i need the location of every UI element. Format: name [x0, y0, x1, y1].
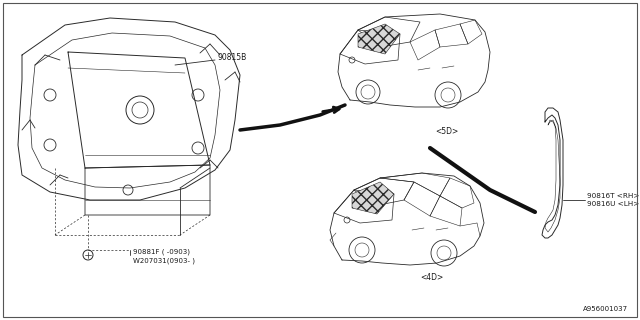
Text: 90815B: 90815B — [217, 53, 246, 62]
Polygon shape — [358, 24, 400, 54]
Text: W207031(0903- ): W207031(0903- ) — [133, 258, 195, 264]
Polygon shape — [352, 182, 394, 214]
Text: 90816U <LH>: 90816U <LH> — [587, 201, 639, 207]
Text: <4D>: <4D> — [420, 274, 444, 283]
Text: 90816T <RH>: 90816T <RH> — [587, 193, 639, 199]
Text: A956001037: A956001037 — [583, 306, 628, 312]
Text: 90881F ( -0903): 90881F ( -0903) — [133, 249, 190, 255]
Text: <5D>: <5D> — [435, 127, 458, 137]
